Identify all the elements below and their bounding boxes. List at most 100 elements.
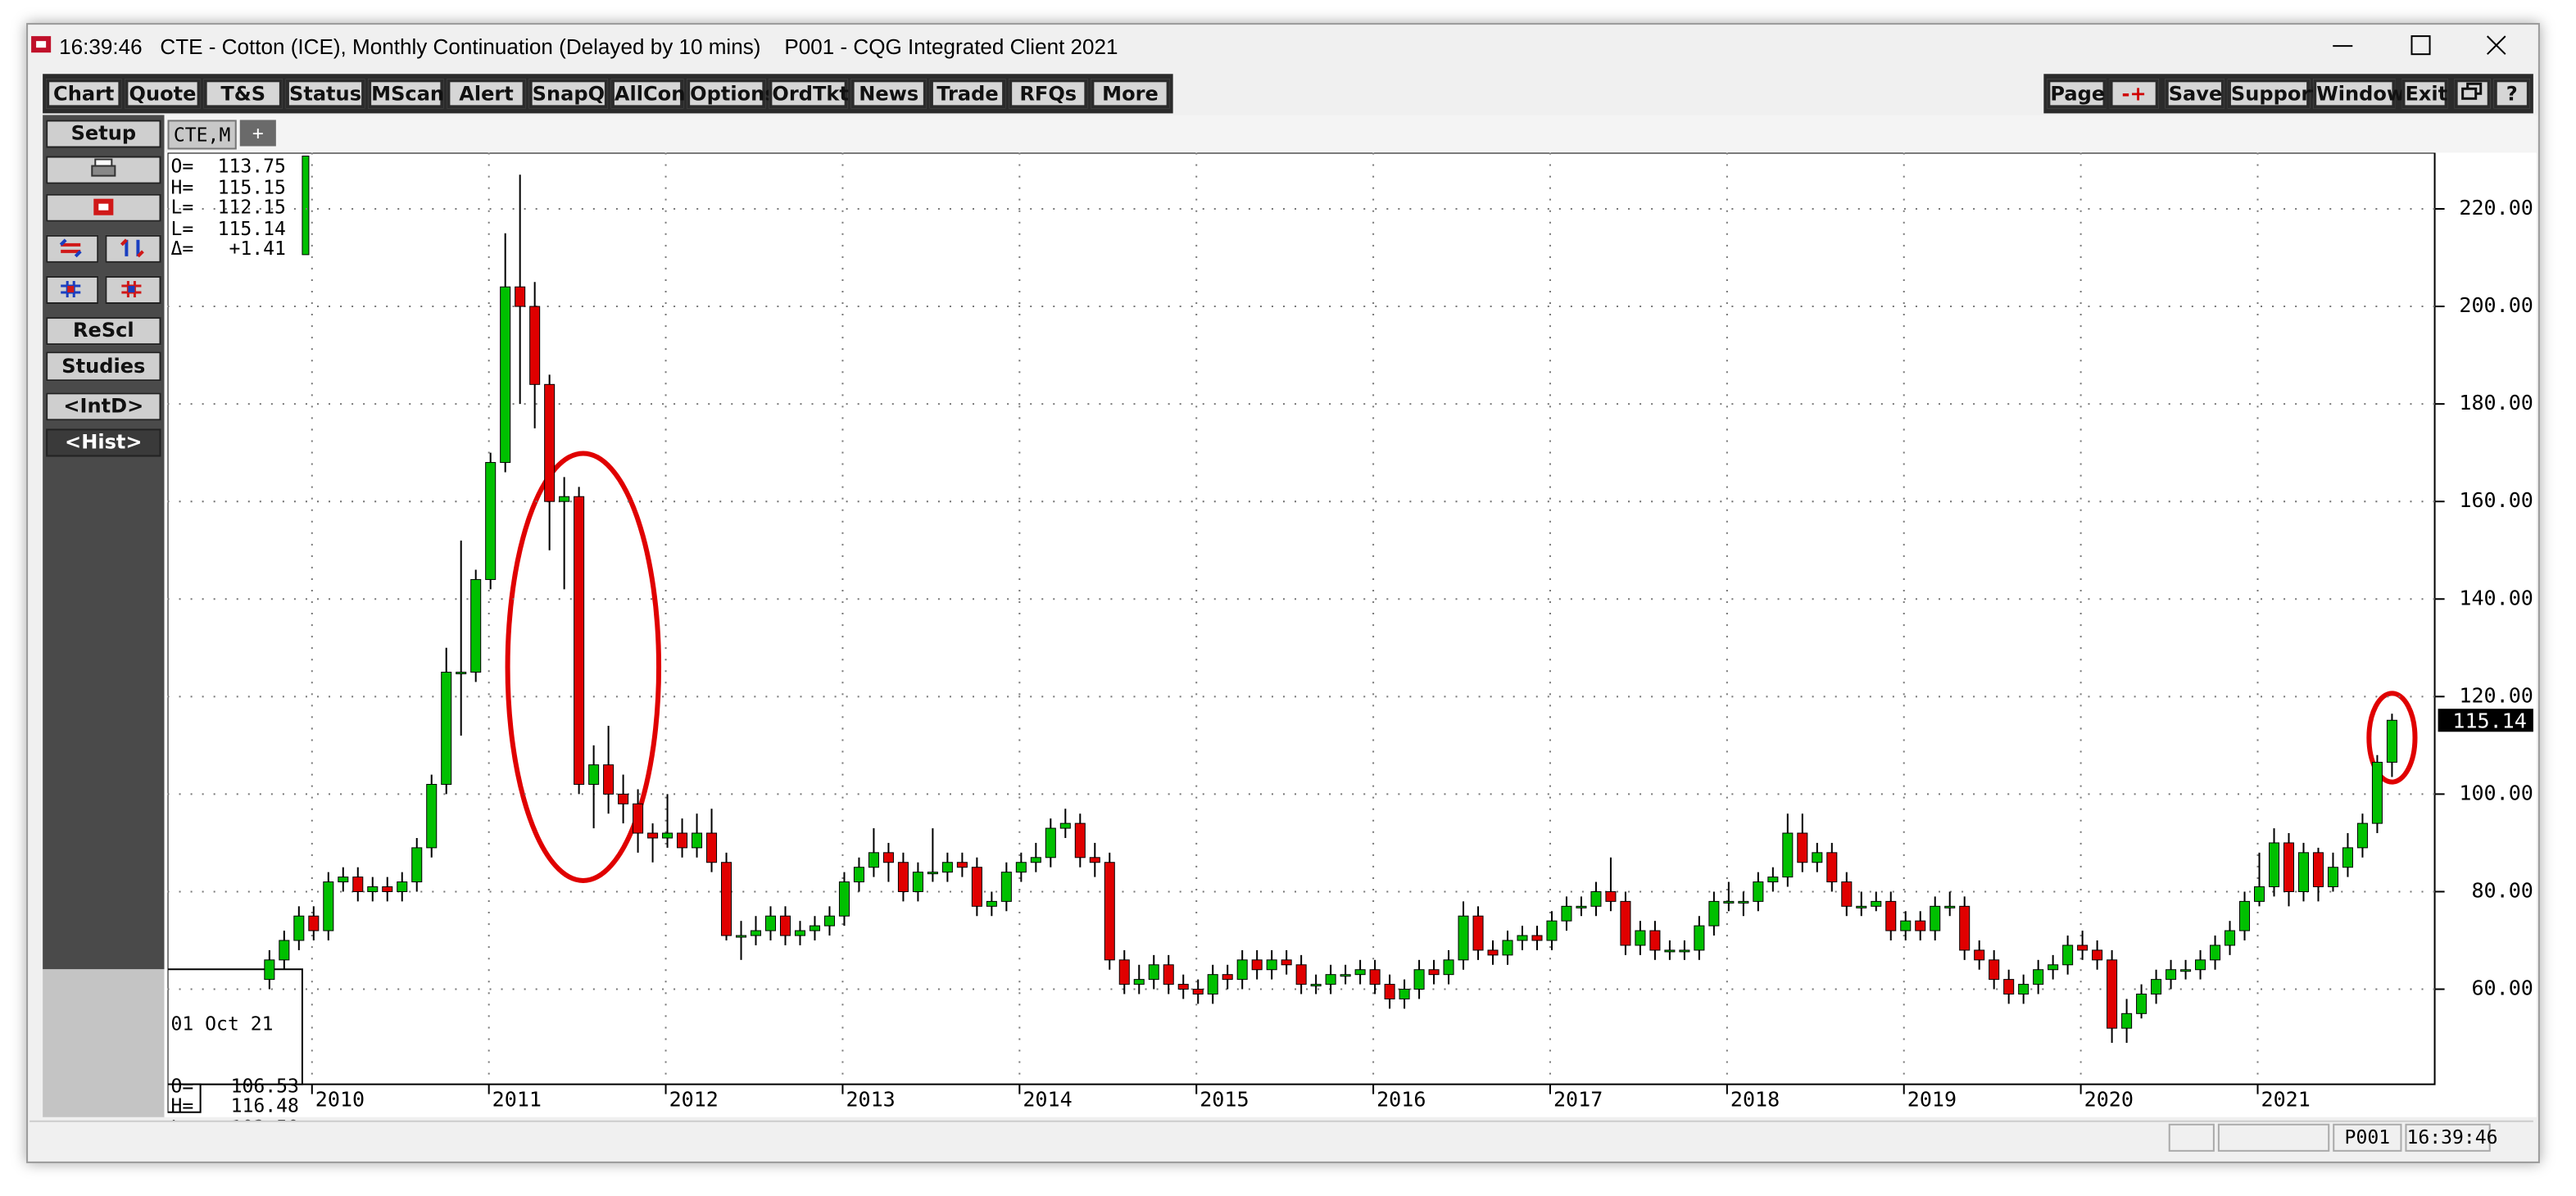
menu-button[interactable]: Options bbox=[687, 79, 777, 109]
candle-body bbox=[1310, 984, 1322, 987]
readout-label: L= bbox=[170, 215, 194, 239]
candle-body bbox=[1826, 852, 1838, 883]
menu-button[interactable]: Save bbox=[2165, 79, 2225, 109]
candle-body bbox=[559, 496, 570, 502]
candle-body bbox=[1458, 915, 1469, 961]
side-button[interactable]: Setup bbox=[46, 120, 161, 148]
candle-body bbox=[426, 783, 438, 849]
readout-value: 113.75 bbox=[217, 154, 286, 178]
zoom-out-button[interactable] bbox=[105, 275, 161, 305]
close[interactable] bbox=[2487, 35, 2506, 55]
candle-body bbox=[544, 383, 556, 502]
candle-body bbox=[1325, 974, 1336, 985]
side-button[interactable]: <IntD> bbox=[46, 392, 161, 421]
readout-value: 116.48 bbox=[230, 1094, 299, 1117]
candle-body bbox=[352, 877, 364, 892]
restore-button[interactable] bbox=[2454, 79, 2491, 109]
candle-body bbox=[1738, 900, 1749, 904]
menu-button[interactable]: ? bbox=[2493, 79, 2530, 109]
status-time: 16:39:46 bbox=[2405, 1123, 2498, 1152]
maximize[interactable] bbox=[2410, 35, 2431, 56]
candle-body bbox=[1472, 915, 1484, 951]
candle-body bbox=[2092, 949, 2103, 961]
menu-button[interactable]: Exit bbox=[2401, 79, 2448, 109]
print-button[interactable] bbox=[46, 156, 161, 184]
candle-body bbox=[794, 930, 806, 936]
candle-body bbox=[2239, 900, 2251, 931]
candle-body bbox=[1266, 959, 1277, 971]
y-tick-label: 140.00 bbox=[2459, 586, 2533, 609]
menu-button[interactable]: -+ bbox=[2109, 79, 2159, 109]
menu-button[interactable]: OrdTkt bbox=[769, 79, 849, 109]
side-button[interactable]: <Hist> bbox=[46, 428, 161, 457]
readout-label: L= bbox=[170, 195, 194, 219]
candle-body bbox=[323, 881, 334, 931]
readout-value: 115.14 bbox=[217, 215, 286, 239]
candle-body bbox=[470, 578, 482, 673]
readout-row: H= 115.15 bbox=[171, 177, 286, 197]
menu-button[interactable]: RFQs bbox=[1009, 79, 1088, 109]
app-icon bbox=[31, 36, 52, 53]
candle-body bbox=[1074, 822, 1086, 858]
readout-label: O= bbox=[170, 154, 194, 178]
y-tick-label: 160.00 bbox=[2459, 488, 2533, 512]
candle-body bbox=[1354, 969, 1366, 976]
candle-body bbox=[2297, 852, 2310, 892]
candle-body bbox=[1782, 832, 1794, 878]
candle-body bbox=[838, 881, 850, 917]
readout-label: Δ= bbox=[170, 236, 194, 260]
menu-button[interactable]: News bbox=[850, 79, 927, 109]
candle-body bbox=[2180, 969, 2192, 972]
candle-body bbox=[912, 872, 923, 892]
readout-row: O= 113.75 bbox=[171, 156, 286, 177]
menu-button[interactable]: Trade bbox=[929, 79, 1006, 109]
scroll-button[interactable] bbox=[46, 234, 99, 263]
candle-body bbox=[706, 832, 718, 863]
candle-body bbox=[2253, 886, 2265, 902]
candle-body bbox=[1384, 984, 1395, 999]
candle-body bbox=[1841, 881, 1853, 907]
menu-button[interactable]: T&S bbox=[203, 79, 283, 109]
candle-body bbox=[750, 930, 762, 936]
candle-body bbox=[868, 852, 879, 868]
menu-button[interactable]: Chart bbox=[46, 79, 122, 109]
scale-button[interactable] bbox=[105, 234, 161, 263]
menu-button[interactable]: Support bbox=[2227, 79, 2320, 109]
side-button[interactable]: Studies bbox=[46, 351, 161, 382]
menu-button[interactable]: Window bbox=[2313, 79, 2405, 109]
candle-body bbox=[1443, 959, 1454, 976]
last-price-label: 115.14 bbox=[2452, 709, 2526, 732]
candle-body bbox=[1192, 989, 1204, 994]
candle-body bbox=[603, 764, 615, 795]
chart-tab[interactable]: CTE,M bbox=[167, 120, 237, 150]
chart: 60.00 80.00 100.00 120.00 140.00 160.00 180.00… bbox=[167, 152, 2533, 1113]
candle-body bbox=[1118, 959, 1130, 985]
menu-button[interactable]: Page bbox=[2047, 79, 2107, 109]
candle-body bbox=[2342, 847, 2353, 868]
candle-body bbox=[971, 867, 982, 907]
candle-body bbox=[986, 900, 997, 907]
y-tick-label: 220.00 bbox=[2459, 196, 2533, 220]
add-tab[interactable]: + bbox=[239, 120, 276, 147]
candle-body bbox=[736, 935, 747, 938]
candle-body bbox=[2327, 867, 2338, 888]
candle-body bbox=[1915, 920, 1926, 931]
menu-button[interactable]: Quote bbox=[125, 79, 201, 109]
menu-button[interactable]: More bbox=[1091, 79, 1170, 109]
side-button[interactable]: ReScl bbox=[46, 317, 161, 346]
status-page: P001 bbox=[2333, 1123, 2402, 1152]
candle-body bbox=[1767, 877, 1779, 883]
menu-button[interactable]: Status bbox=[285, 79, 365, 109]
menu-button[interactable]: Alert bbox=[447, 79, 526, 109]
x-tick-label: 2021 bbox=[2261, 1088, 2311, 1112]
menu-button[interactable]: MScan bbox=[368, 79, 444, 109]
y-tick-label: 60.00 bbox=[2471, 976, 2533, 1000]
status-cell bbox=[2217, 1123, 2330, 1152]
export-button[interactable] bbox=[46, 193, 161, 222]
candle-body bbox=[809, 925, 820, 931]
menu-button[interactable]: AllCon bbox=[610, 79, 685, 109]
candle-body bbox=[1000, 872, 1012, 902]
zoom-in-button[interactable] bbox=[46, 275, 99, 305]
menu-button[interactable]: SnapQ bbox=[528, 79, 608, 109]
readout-label: O= bbox=[170, 1073, 194, 1097]
